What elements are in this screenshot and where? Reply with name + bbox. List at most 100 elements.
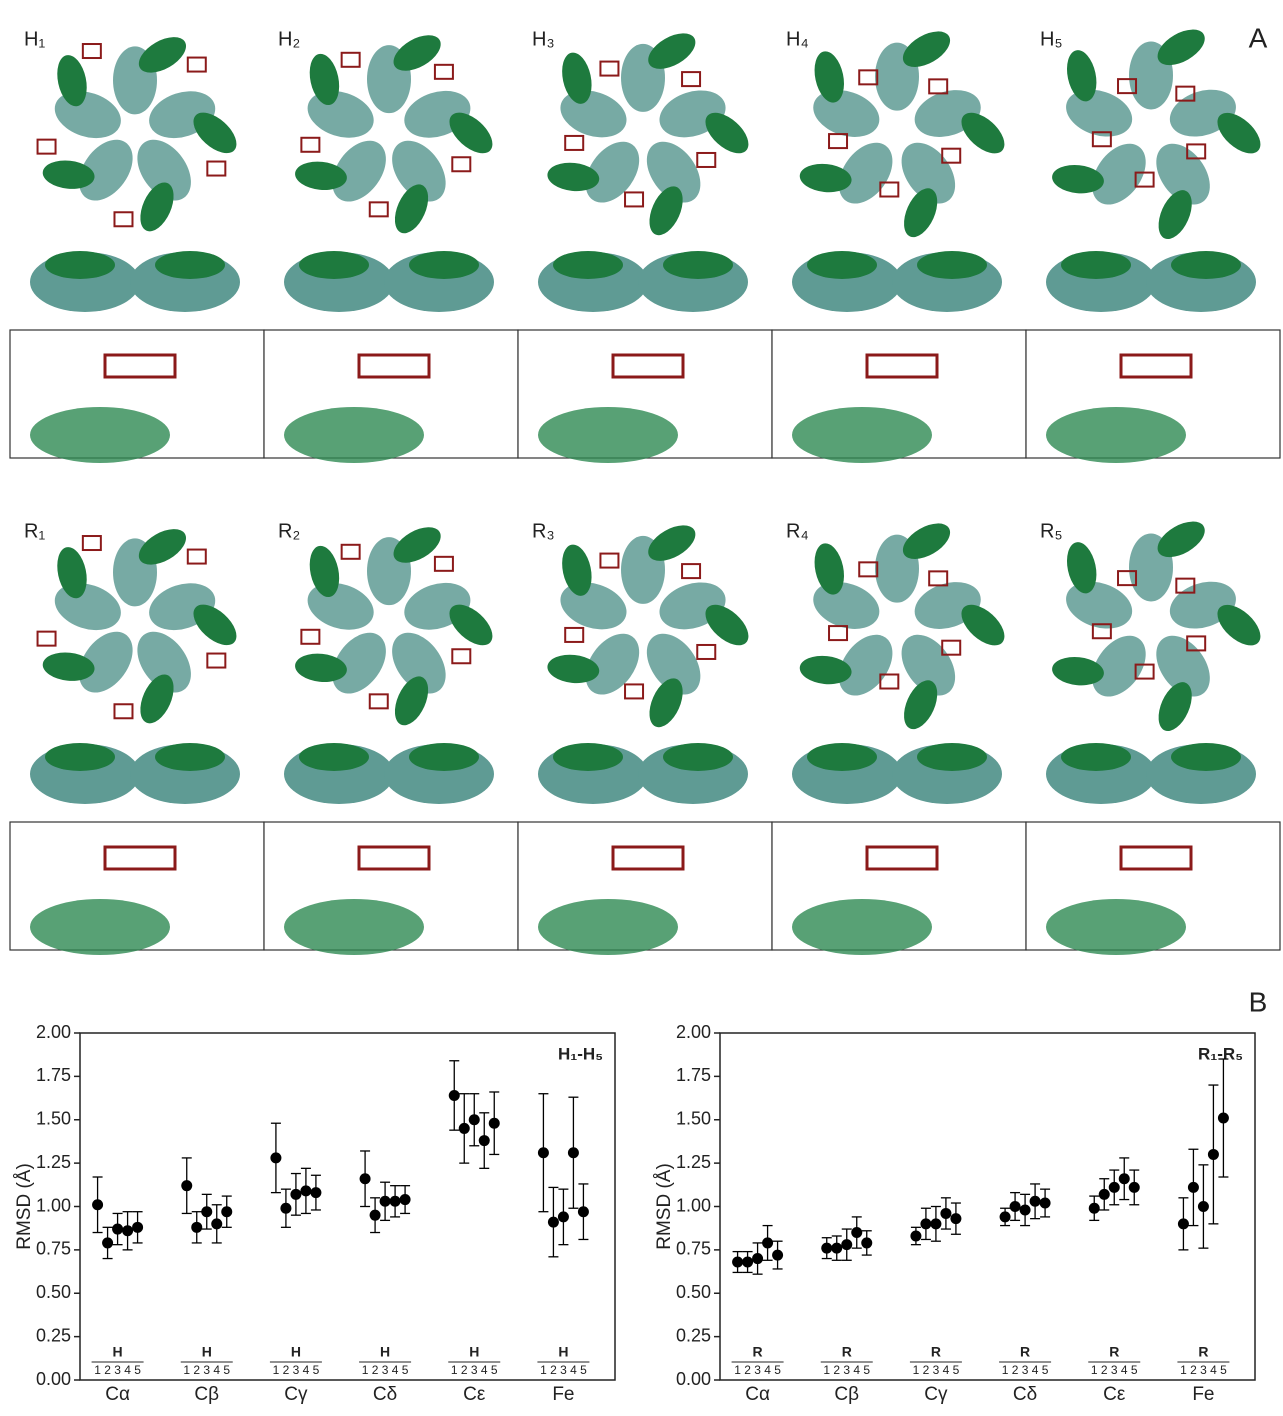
data-point (1128, 1181, 1140, 1193)
chart-title: H₁-H₅ (558, 1044, 603, 1063)
data-point (1207, 1148, 1219, 1160)
series-label: 3 (203, 1363, 210, 1377)
heme (340, 543, 361, 560)
data-point (1197, 1201, 1209, 1212)
series-label: 3 (843, 1363, 850, 1377)
series-label: 1 (451, 1363, 458, 1377)
data-point (310, 1187, 322, 1199)
structure-label: H₄ (786, 28, 809, 50)
inset-heme (611, 353, 685, 379)
y-tick-label: 1.00 (36, 1195, 71, 1215)
chart-panel: H₁-H₅ RMSD (Å) 0.00 0.25 0.50 0.75 1.00 1.25 1.5… (14, 1022, 1256, 1405)
data-point (399, 1194, 411, 1206)
inset-helix (792, 899, 932, 955)
data-point (211, 1218, 223, 1230)
data-point (567, 1147, 579, 1159)
helix (295, 653, 347, 682)
y-tick-label: 0.00 (676, 1369, 711, 1389)
heme (1175, 577, 1196, 594)
series-label: 2 (193, 1363, 200, 1377)
helix (799, 655, 852, 685)
structure-label: R₃ (532, 520, 555, 542)
series-label: 5 (580, 1363, 587, 1377)
series-label: 2 (550, 1363, 557, 1377)
y-tick-label: 1.50 (36, 1109, 71, 1129)
heme (1117, 78, 1138, 95)
helix (1157, 521, 1205, 558)
group-label: H (558, 1344, 568, 1360)
heme (300, 628, 321, 645)
helix (649, 678, 683, 728)
helix (547, 654, 600, 684)
helix (902, 31, 951, 67)
data-point (201, 1206, 213, 1218)
series-label: 4 (392, 1363, 399, 1377)
group-label: R (753, 1344, 763, 1360)
series-label: 5 (863, 1363, 870, 1377)
group-label: R (931, 1344, 941, 1360)
heme (340, 51, 361, 68)
series-label: 4 (303, 1363, 310, 1377)
plot-frame (719, 1032, 1256, 1381)
side-helix (807, 251, 877, 279)
heme (858, 561, 879, 578)
heme (36, 138, 57, 155)
structure-label: R₄ (786, 520, 809, 542)
helix (1066, 542, 1097, 594)
helix (295, 161, 347, 190)
heme (206, 160, 227, 177)
data-point (1098, 1188, 1110, 1200)
inset-heme (865, 353, 939, 379)
inset-heme (1119, 845, 1193, 871)
data-point (537, 1147, 549, 1159)
data-point (300, 1185, 312, 1197)
series-label: 3 (471, 1363, 478, 1377)
series-label: 1 (94, 1363, 101, 1377)
helix (140, 182, 174, 232)
heme (696, 151, 717, 168)
y-tick-label: 1.75 (676, 1065, 711, 1085)
helix (648, 525, 696, 561)
structure-label: H₁ (24, 28, 45, 50)
heme (36, 630, 57, 647)
inset-helix (30, 407, 170, 463)
group-label: R (1109, 1344, 1119, 1360)
helix (394, 676, 429, 726)
data-point (221, 1206, 233, 1218)
series-label: 3 (933, 1363, 940, 1377)
heme (1186, 143, 1207, 160)
side-helix (155, 251, 225, 279)
data-point (547, 1216, 559, 1228)
y-tick-label: 0.75 (36, 1239, 71, 1259)
heme (858, 69, 879, 86)
sheet (307, 582, 374, 630)
series-label: 5 (491, 1363, 498, 1377)
heme (1091, 623, 1112, 640)
data-point (132, 1221, 144, 1233)
side-helix (45, 251, 115, 279)
x-tick-label: Cβ (194, 1384, 219, 1405)
inset-heme (357, 353, 431, 379)
heme (433, 555, 454, 572)
data-point (488, 1117, 500, 1129)
heme (433, 63, 454, 80)
heme (828, 625, 849, 642)
data-point (920, 1218, 932, 1230)
series-label: 2 (1190, 1363, 1197, 1377)
data-point (851, 1227, 863, 1239)
panel-label: B (1249, 986, 1268, 1017)
inset-heme (1119, 353, 1193, 379)
y-tick-label: 0.00 (36, 1369, 71, 1389)
sheet (585, 633, 640, 695)
series-label: 3 (560, 1363, 567, 1377)
data-point (448, 1089, 460, 1101)
heme (1134, 663, 1155, 680)
structure-label: H₃ (532, 28, 555, 50)
data-point (742, 1256, 754, 1268)
sheet (79, 139, 133, 201)
data-point (280, 1202, 292, 1214)
series-label: 4 (1210, 1363, 1217, 1377)
heme (81, 535, 102, 552)
series-label: 4 (570, 1363, 577, 1377)
y-tick-label: 0.50 (36, 1282, 71, 1302)
